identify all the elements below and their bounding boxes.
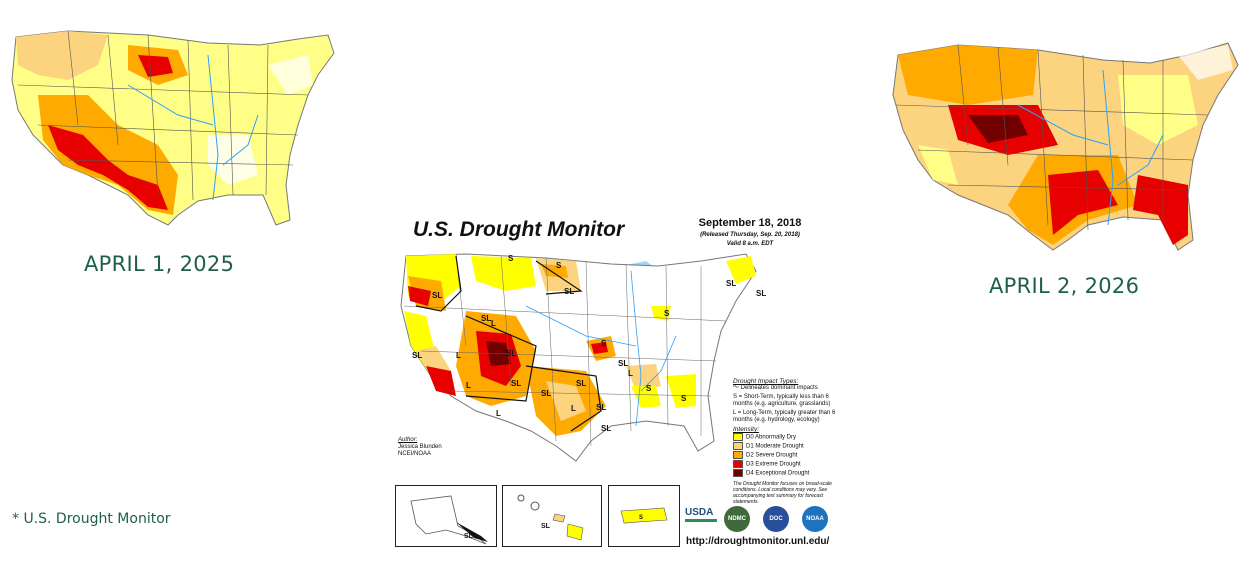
svg-text:L: L <box>496 409 501 418</box>
caption-2026: APRIL 2, 2026 <box>989 274 1140 298</box>
author-block: Author: Jessica Blunden NCEI/NOAA <box>398 437 442 458</box>
drought-map-2026 <box>892 42 1239 251</box>
svg-text:SL: SL <box>511 379 521 388</box>
monitor-url[interactable]: http://droughtmonitor.unl.edu/ <box>686 536 830 547</box>
svg-text:SL: SL <box>481 314 491 323</box>
svg-text:SL: SL <box>756 289 766 298</box>
svg-text:S: S <box>681 394 687 403</box>
svg-text:SL: SL <box>601 424 611 433</box>
svg-text:SL: SL <box>596 403 606 412</box>
drought-map-2025 <box>11 30 335 226</box>
svg-text:SL: SL <box>432 291 442 300</box>
svg-text:S: S <box>664 309 670 318</box>
svg-text:L: L <box>456 351 461 360</box>
author-label: Author: <box>398 437 418 443</box>
svg-text:SL: SL <box>541 389 551 398</box>
noaa-logo: NOAA <box>802 506 828 532</box>
impact-long-term: L = Long-Term, typically greater than 6 … <box>733 410 836 423</box>
svg-text:S: S <box>646 384 652 393</box>
inset-alaska: SL <box>395 485 497 547</box>
svg-text:SL: SL <box>464 533 474 540</box>
dm-title: U.S. Drought Monitor <box>413 218 625 241</box>
author-name: Jessica Blunden <box>398 444 442 450</box>
svg-text:SL: SL <box>726 279 736 288</box>
legend-d0: D0 Abnormally Dry <box>733 433 843 442</box>
dm-valid: Valid 8 a.m. EDT <box>726 241 774 247</box>
svg-text:SL: SL <box>618 359 628 368</box>
swatch-d3 <box>733 460 743 468</box>
svg-text:L: L <box>466 381 471 390</box>
legend-d4: D4 Exceptional Drought <box>733 469 843 478</box>
svg-text:SL: SL <box>541 523 551 530</box>
legend-d2: D2 Severe Drought <box>733 451 843 460</box>
svg-text:L: L <box>571 404 576 413</box>
usda-logo: USDA <box>685 507 717 529</box>
footnote: * U.S. Drought Monitor <box>12 511 171 527</box>
svg-text:S: S <box>639 515 643 521</box>
author-org: NCEI/NOAA <box>398 451 432 457</box>
dm-released: (Released Thursday, Sep. 20, 2018) <box>700 232 800 238</box>
svg-text:L: L <box>491 319 496 328</box>
svg-text:S: S <box>508 254 514 263</box>
impact-short-term: S = Short-Term, typically less than 6 mo… <box>733 394 831 407</box>
impact-delineates: 〜 Delineates dominant impacts <box>733 385 818 391</box>
inset-puerto-rico: S <box>608 485 680 547</box>
svg-text:SL: SL <box>564 287 574 296</box>
dm-note: The Drought Monitor focuses on broad-sca… <box>733 481 832 505</box>
delineates-line-icon: 〜 <box>733 385 741 391</box>
doc-logo: DOC <box>763 506 789 532</box>
caption-2025: APRIL 1, 2025 <box>84 252 235 276</box>
usda-logo-text: USDA <box>685 507 714 518</box>
swatch-d0 <box>733 433 743 441</box>
inset-hawaii: SL <box>502 485 602 547</box>
intensity-title: Intensity: <box>733 426 760 433</box>
dm-date: September 18, 2018 <box>698 217 802 229</box>
swatch-d2 <box>733 451 743 459</box>
legend-d3: D3 Extreme Drought <box>733 460 843 469</box>
svg-text:SL: SL <box>576 379 586 388</box>
svg-text:S: S <box>556 261 562 270</box>
svg-text:SL: SL <box>412 351 422 360</box>
swatch-d4 <box>733 469 743 477</box>
svg-text:SL: SL <box>506 349 516 358</box>
swatch-d1 <box>733 442 743 450</box>
svg-text:L: L <box>628 369 633 378</box>
legend: Drought Impact Types: 〜 Delineates domin… <box>733 378 843 505</box>
impact-title: Drought Impact Types: <box>733 378 799 385</box>
legend-d1: D1 Moderate Drought <box>733 442 843 451</box>
svg-text:S: S <box>601 339 607 348</box>
ndmc-logo: NDMC <box>724 506 750 532</box>
